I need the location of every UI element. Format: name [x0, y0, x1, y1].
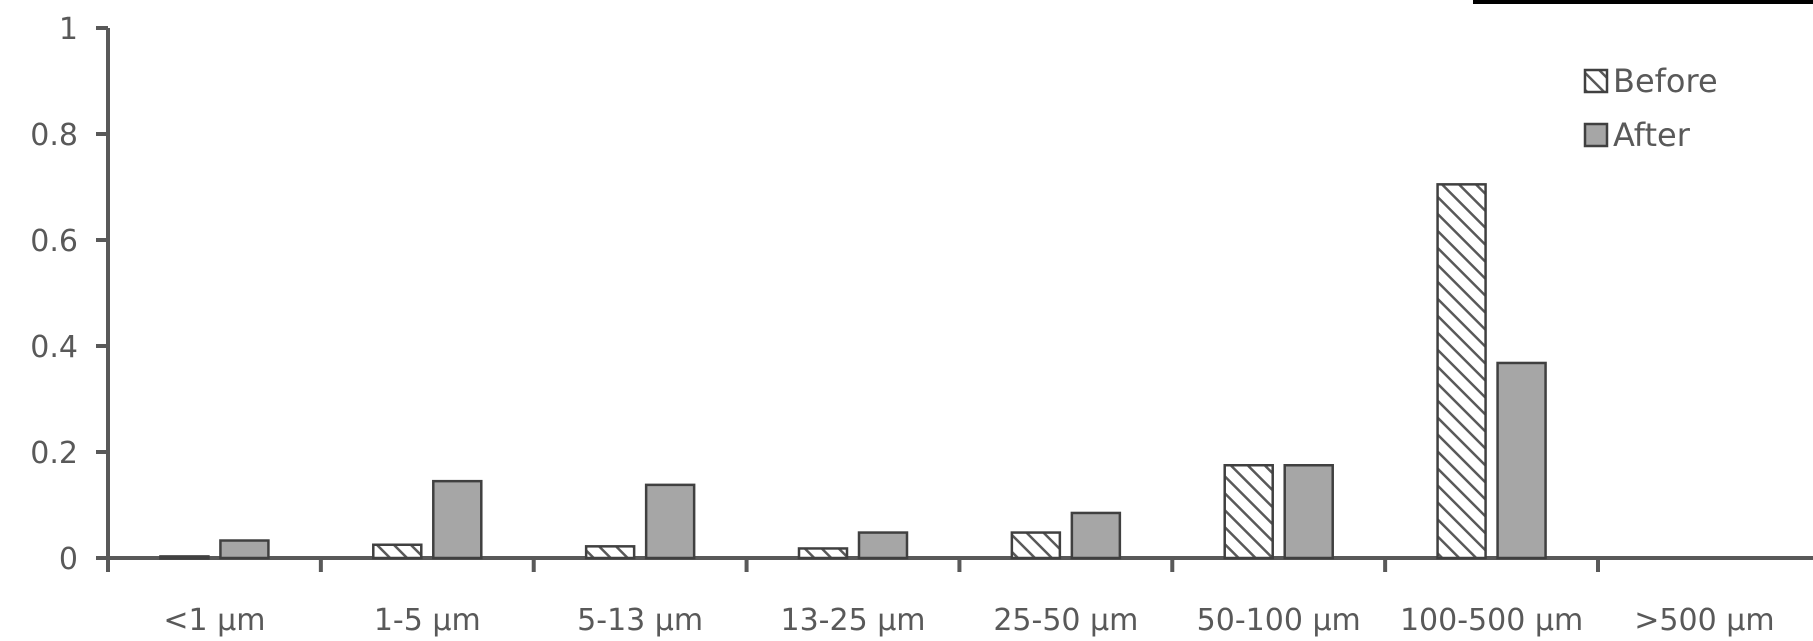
before-bar [1223, 464, 1274, 560]
legend-label-after: After [1613, 116, 1691, 154]
x-tick-label: >500 µm [1634, 603, 1774, 638]
x-tick-label: <1 µm [163, 603, 265, 638]
legend: Before After [1583, 62, 1718, 154]
before-bar [797, 547, 849, 560]
after-bar [1496, 361, 1547, 560]
before-bar [1436, 183, 1487, 560]
after-bar [219, 539, 270, 560]
x-axis: <1 µm 1-5 µm 5-13 µm 13-25 µm 25-50 µm 50-100… [106, 556, 1813, 638]
after-bar [857, 531, 909, 560]
corner-mark [1473, 0, 1813, 4]
y-axis: 0 0.2 0.4 0.6 0.8 1 [30, 12, 110, 577]
y-tick-label: 0.8 [30, 118, 78, 153]
x-tick-label: 5-13 µm [577, 603, 703, 638]
y-tick-label: 0.2 [30, 436, 78, 471]
y-tick-label: 1 [59, 12, 78, 47]
before-bar [159, 555, 210, 560]
x-tick-label: 25-50 µm [993, 603, 1138, 638]
after-bar [644, 483, 696, 560]
x-tick-label: 1-5 µm [374, 603, 481, 638]
x-tick-label: 100-500 µm [1400, 603, 1583, 638]
before-bar [1010, 531, 1062, 560]
before-bar [584, 545, 636, 560]
legend-swatch-before [1583, 68, 1609, 94]
x-tick-label: 13-25 µm [780, 603, 925, 638]
x-tick-label: 50-100 µm [1197, 603, 1361, 638]
after-bar [432, 479, 483, 560]
legend-label-before: Before [1613, 62, 1718, 100]
y-tick-label: 0 [59, 542, 78, 577]
after-bar [1070, 511, 1122, 560]
after-bar [1283, 464, 1334, 560]
legend-swatch-after [1583, 122, 1609, 148]
bars [159, 183, 1547, 560]
before-bar [372, 543, 423, 560]
y-tick-label: 0.6 [30, 224, 78, 259]
y-tick-label: 0.4 [30, 330, 78, 365]
